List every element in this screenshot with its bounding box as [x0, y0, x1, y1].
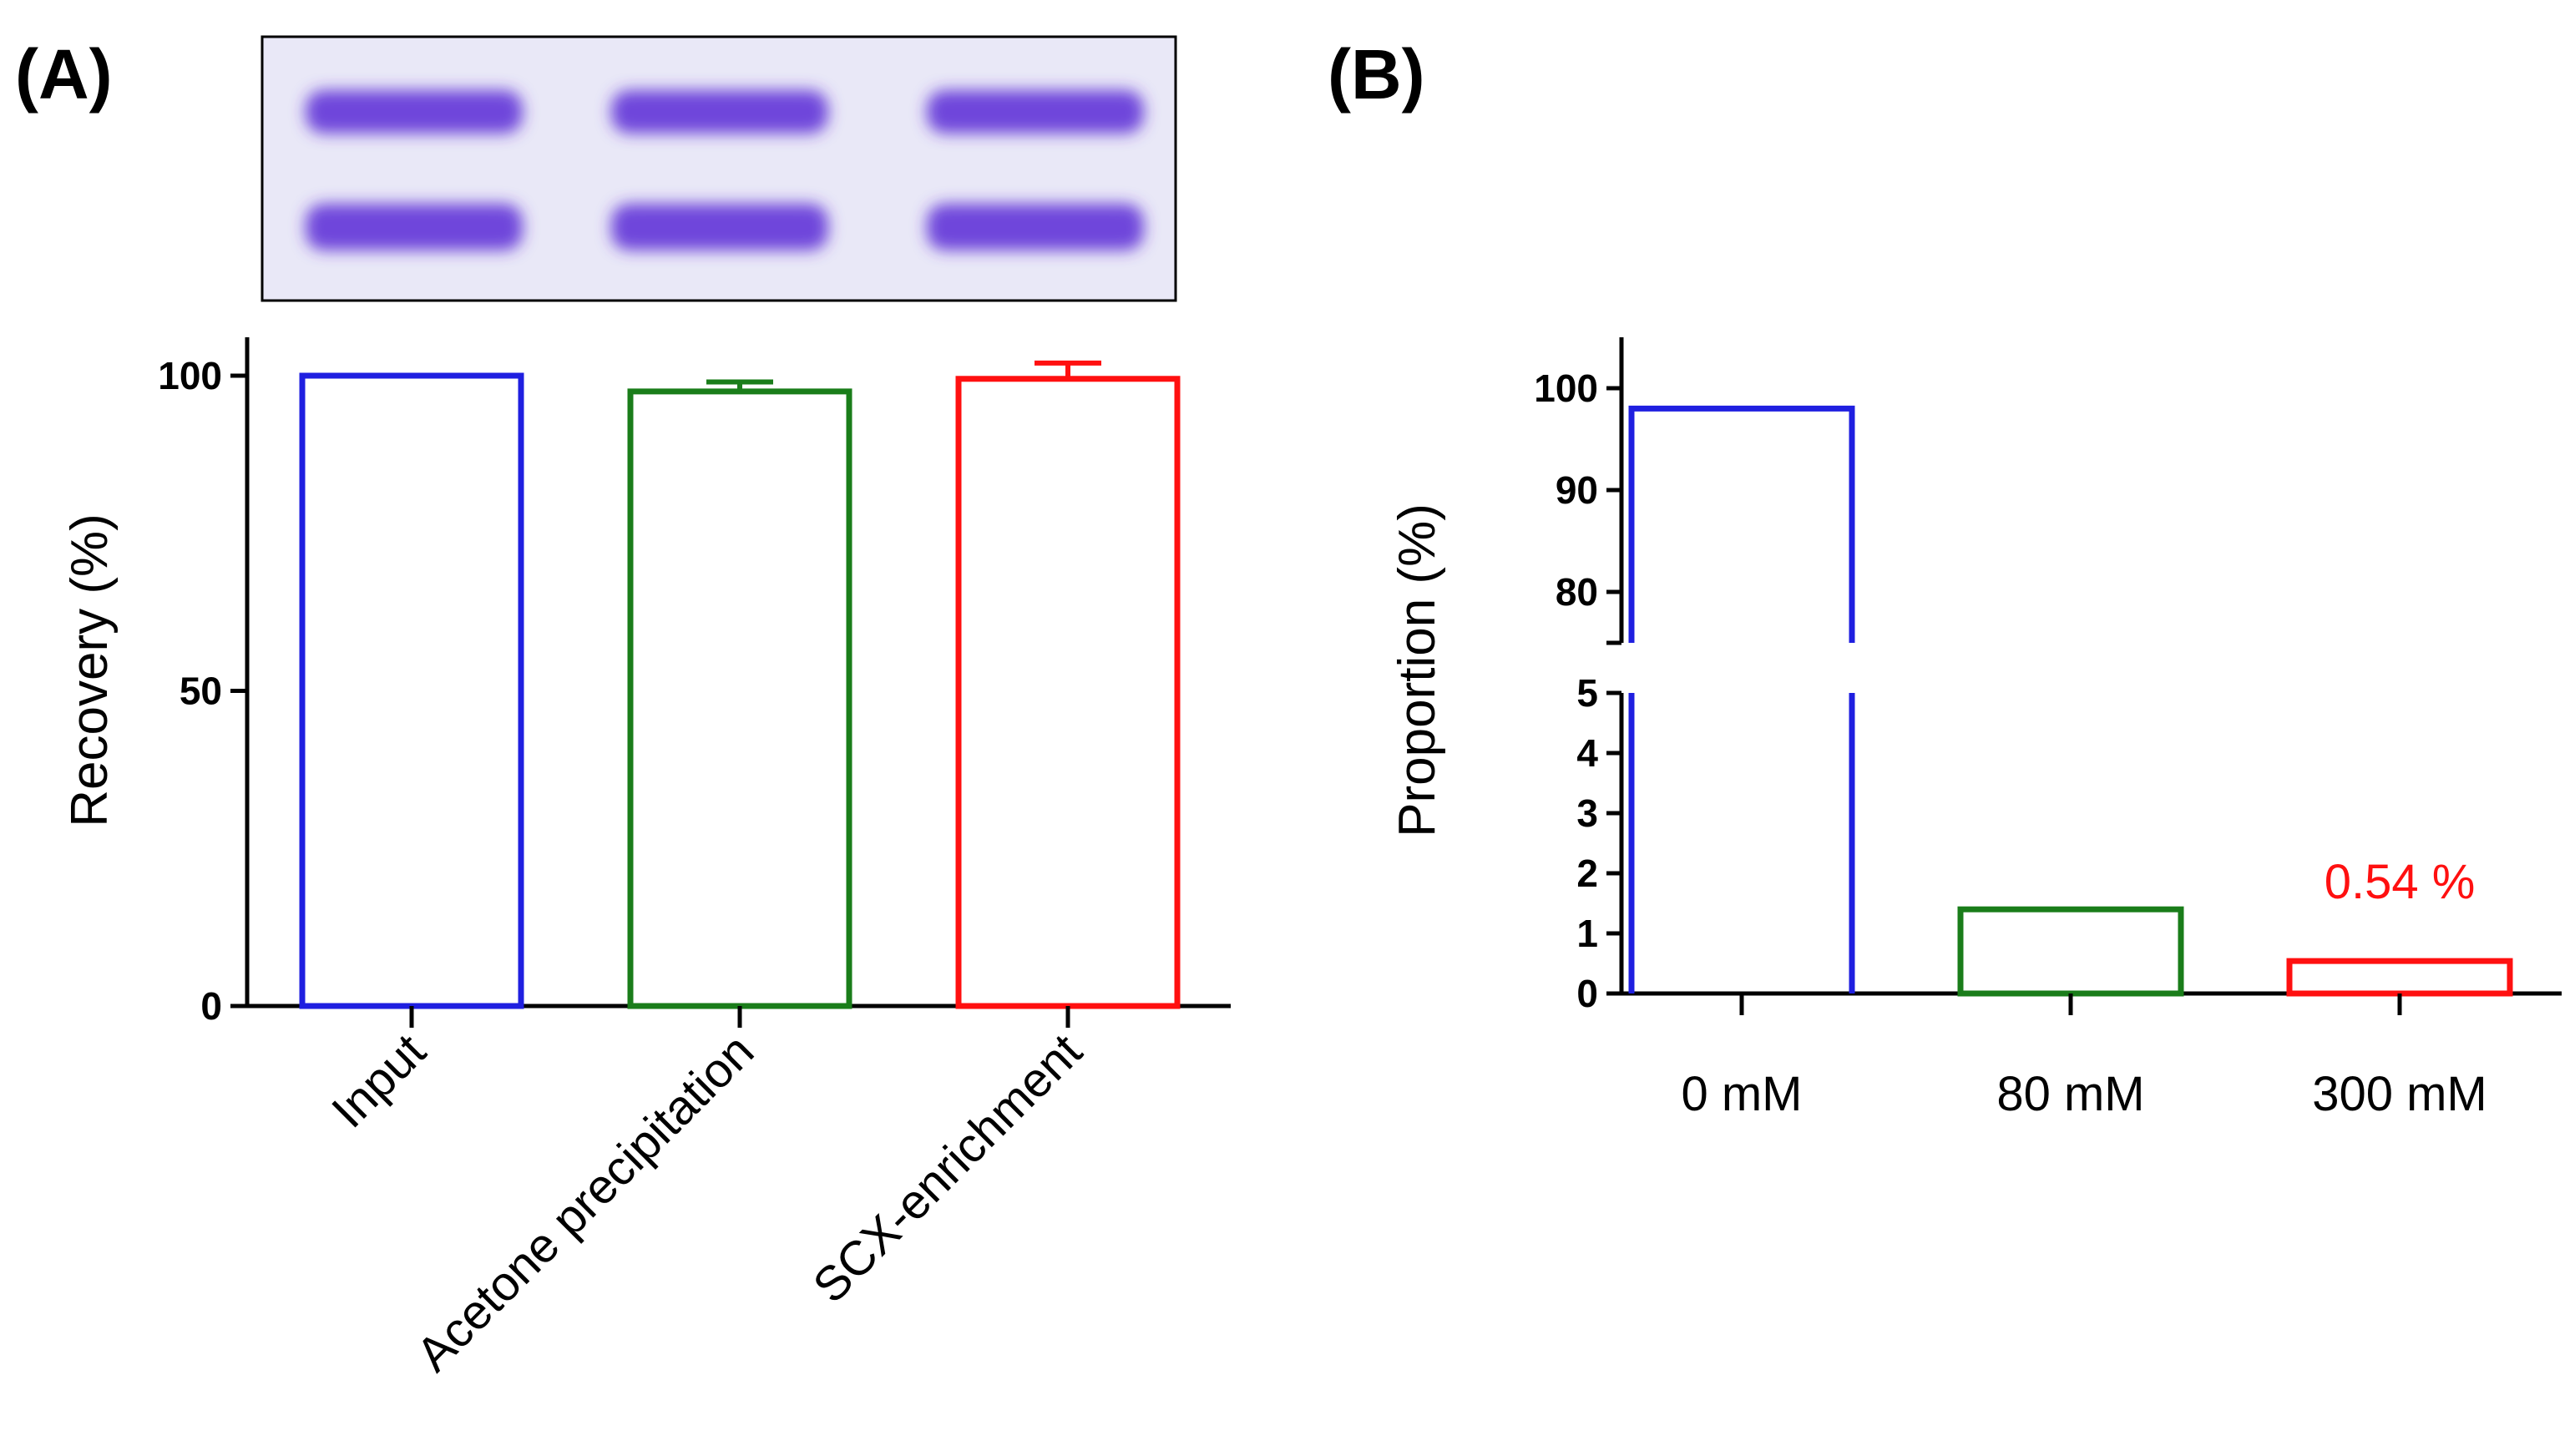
- y-tick-label-50: 50: [180, 670, 222, 713]
- y-tick-label-1: 1: [1576, 912, 1598, 955]
- y-tick-label-100: 100: [158, 354, 222, 397]
- proportion-chart: Proportion (%) 0 1 2 3 4 5 80 90 100 0 mM 80 mM 300…: [1389, 337, 2562, 1121]
- y-tick-label-0: 0: [1576, 972, 1598, 1015]
- x-tick-label-0-mm: 0 mM: [1682, 1067, 1803, 1121]
- y-tick-label-100: 100: [1534, 367, 1598, 410]
- y-axis-title-proportion: Proportion (%): [1389, 503, 1446, 837]
- x-tick-label-80-mm: 80 mM: [1996, 1067, 2144, 1121]
- panel-label-a: (A): [15, 35, 113, 114]
- y-tick-label-4: 4: [1576, 731, 1598, 775]
- gel-image: [261, 35, 1177, 302]
- x-tick-label-scx-enrichment: SCX-enrichment: [802, 1024, 1092, 1313]
- y-tick-label-0: 0: [200, 984, 222, 1028]
- gel-band-lane3-row2: [927, 204, 1144, 250]
- bar-input: [299, 372, 524, 1009]
- gel-band-lane2-row2: [611, 204, 828, 250]
- panel-label-b: (B): [1328, 35, 1425, 114]
- gel-frame: [261, 35, 1177, 302]
- y-tick-label-90: 90: [1556, 468, 1598, 512]
- y-tick-label-80: 80: [1556, 570, 1598, 614]
- x-tick-label-input: Input: [321, 1024, 436, 1138]
- bar-300-mm: [2286, 958, 2513, 997]
- x-tick-label-300-mm: 300 mM: [2312, 1067, 2487, 1121]
- x-tick-label-acetone-precipitation: Acetone precipitation: [406, 1024, 764, 1382]
- gel-band-lane1-row2: [306, 204, 523, 250]
- bar-scx-enrichment: [955, 376, 1181, 1009]
- y-tick-label-2: 2: [1576, 852, 1598, 895]
- bar-0-mm: [1628, 405, 1855, 993]
- y-axis-title-recovery: Recovery (%): [61, 513, 119, 827]
- y-tick-label-3: 3: [1576, 791, 1598, 835]
- bar-acetone-precipitation: [627, 388, 852, 1009]
- y-tick-label-5: 5: [1576, 671, 1598, 715]
- gel-band-lane3-row1: [927, 90, 1144, 134]
- bar-80-mm: [1957, 906, 2184, 997]
- gel-band-lane1-row1: [306, 90, 523, 134]
- gel-band-lane2-row1: [611, 90, 828, 134]
- annotation-300mm-value: 0.54 %: [2325, 855, 2476, 909]
